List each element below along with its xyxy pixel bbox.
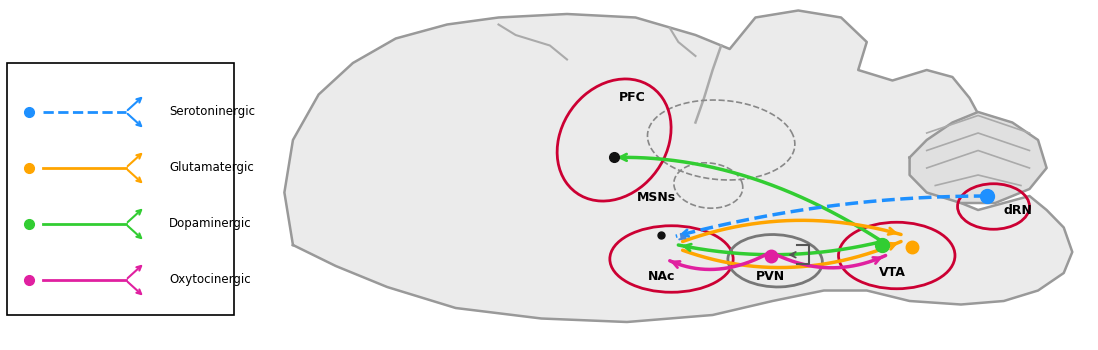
Text: MSNs: MSNs bbox=[637, 191, 676, 204]
Polygon shape bbox=[909, 112, 1046, 203]
Text: PFC: PFC bbox=[618, 91, 646, 105]
Text: VTA: VTA bbox=[879, 266, 906, 280]
Text: Dopaminergic: Dopaminergic bbox=[169, 217, 251, 231]
Text: PVN: PVN bbox=[757, 270, 785, 283]
Text: Serotoninergic: Serotoninergic bbox=[169, 105, 255, 119]
Text: Glutamatergic: Glutamatergic bbox=[169, 161, 254, 175]
Text: dRN: dRN bbox=[1004, 203, 1032, 217]
Text: NAc: NAc bbox=[648, 270, 675, 283]
Text: Oxytocinergic: Oxytocinergic bbox=[169, 273, 250, 287]
Polygon shape bbox=[284, 10, 1073, 322]
